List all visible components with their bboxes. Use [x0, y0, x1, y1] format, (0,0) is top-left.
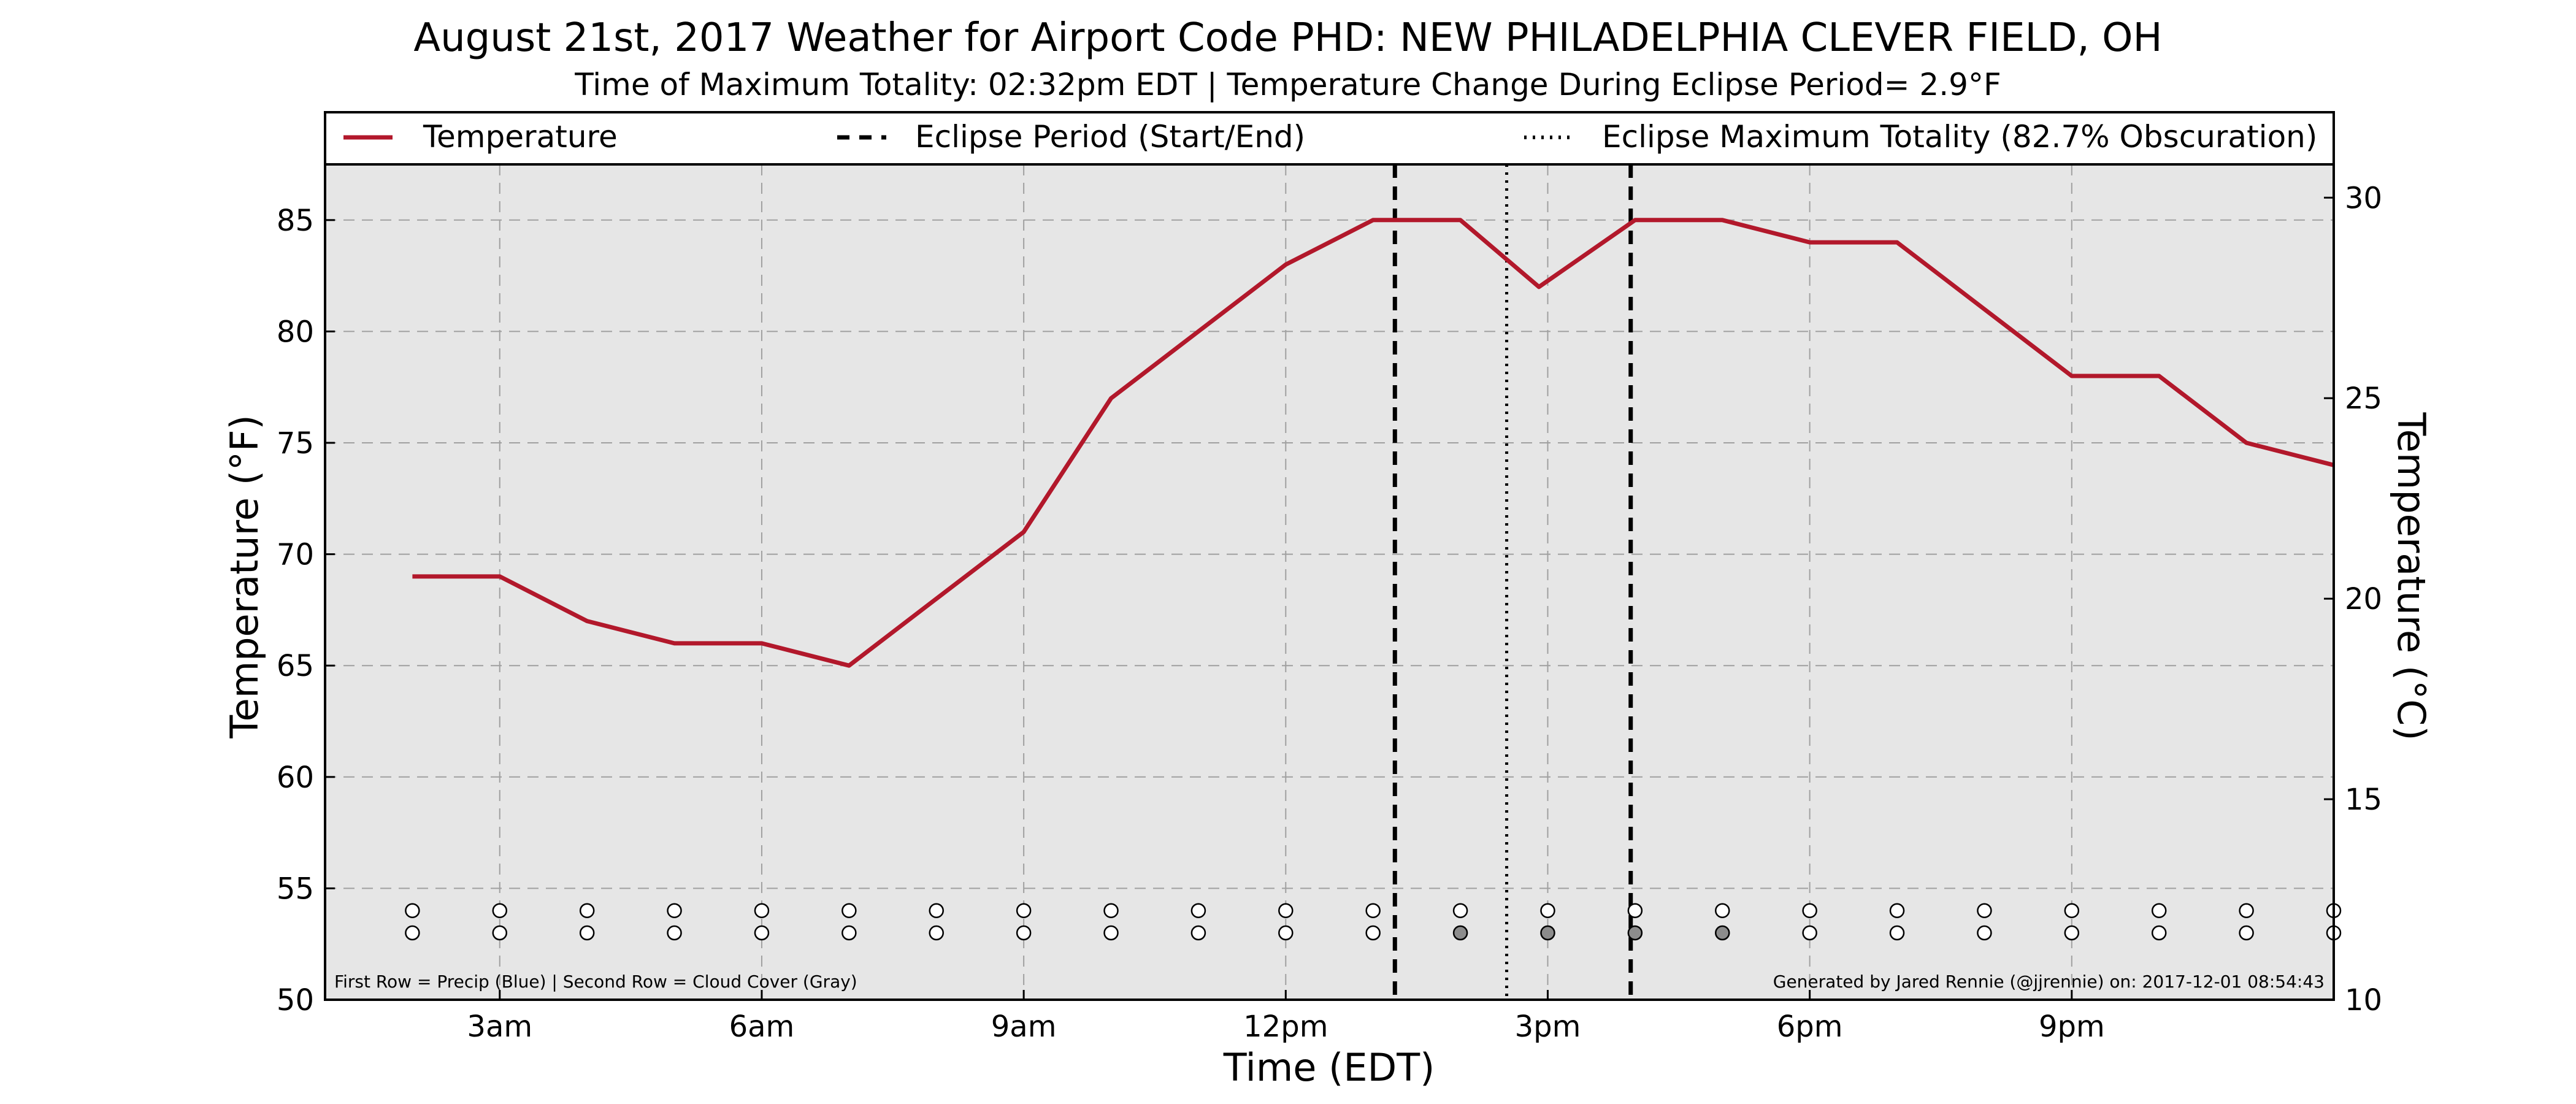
- precip-marker: [1715, 903, 1730, 918]
- cloud-cover-marker: [754, 925, 770, 941]
- precip-marker: [1190, 903, 1206, 918]
- cloud-cover-marker: [405, 925, 420, 941]
- cloud-cover-marker: [1977, 925, 1992, 941]
- precip-marker: [2064, 903, 2080, 918]
- precip-marker: [1016, 903, 1032, 918]
- y-axis-label-left: Temperature (°F): [222, 415, 267, 738]
- cloud-cover-marker: [1103, 925, 1119, 941]
- eclipse-lines: [1392, 164, 1633, 1000]
- cloud-cover-marker: [841, 925, 857, 941]
- temperature-series-line: [412, 218, 2334, 668]
- legend-box: [324, 111, 2335, 166]
- precip-cloud-markers: [405, 903, 2342, 941]
- x-tick-label: 6am: [729, 1010, 795, 1044]
- plot-background: [325, 164, 2334, 1000]
- precip-marker: [667, 903, 682, 918]
- precip-marker: [1365, 903, 1381, 918]
- x-tick-label: 9am: [991, 1010, 1057, 1044]
- y-tick-label-left: 85: [277, 204, 314, 238]
- cloud-cover-marker: [1190, 925, 1206, 941]
- y-tick-label-left: 80: [277, 315, 314, 349]
- precip-marker: [929, 903, 944, 918]
- precip-marker: [2239, 903, 2254, 918]
- precip-marker: [754, 903, 770, 918]
- precip-marker: [1103, 903, 1119, 918]
- y-tick-label-left: 55: [277, 872, 314, 906]
- y-tick-label-right: 15: [2345, 783, 2382, 817]
- precip-marker: [579, 903, 595, 918]
- chart-title: August 21st, 2017 Weather for Airport Co…: [413, 15, 2163, 61]
- x-tick-label: 9pm: [2039, 1010, 2105, 1044]
- cloud-cover-marker: [1452, 925, 1468, 941]
- y-tick-label-right: 20: [2345, 582, 2382, 616]
- x-tick-label: 6pm: [1777, 1010, 1843, 1044]
- precip-marker: [1540, 903, 1555, 918]
- x-tick-label: 3am: [467, 1010, 532, 1044]
- chart-subtitle: Time of Maximum Totality: 02:32pm EDT | …: [575, 67, 2001, 102]
- cloud-cover-marker: [2151, 925, 2167, 941]
- legend-temperature-label: Temperature: [423, 119, 618, 155]
- precip-marker: [1889, 903, 1905, 918]
- y-tick-label-left: 65: [277, 649, 314, 683]
- footnote-left: First Row = Precip (Blue) | Second Row =…: [334, 972, 857, 992]
- precip-marker: [1802, 903, 1817, 918]
- x-tick-label: 12pm: [1243, 1010, 1328, 1044]
- y-tick-label-left: 50: [277, 983, 314, 1018]
- precip-marker: [1627, 903, 1643, 918]
- cloud-cover-marker: [1278, 925, 1294, 941]
- y-tick-label-left: 60: [277, 761, 314, 795]
- y-tick-label-right: 25: [2345, 381, 2382, 416]
- cloud-cover-marker: [1715, 925, 1730, 941]
- precip-marker: [405, 903, 420, 918]
- cloud-cover-marker: [1627, 925, 1643, 941]
- precip-marker: [1452, 903, 1468, 918]
- cloud-cover-marker: [1365, 925, 1381, 941]
- cloud-cover-marker: [1540, 925, 1555, 941]
- x-tick-label: 3pm: [1515, 1010, 1581, 1044]
- footnote-right: Generated by Jared Rennie (@jjrennie) on…: [1773, 972, 2325, 992]
- precip-marker: [841, 903, 857, 918]
- y-tick-label-right: 30: [2345, 181, 2382, 215]
- precip-marker: [2151, 903, 2167, 918]
- legend-max-totality-label: Eclipse Maximum Totality (82.7% Obscurat…: [1602, 119, 2317, 155]
- precip-marker: [492, 903, 508, 918]
- legend-eclipse-period-label: Eclipse Period (Start/End): [915, 119, 1305, 155]
- axes: 50 55 60 65 70 75 80 85 10 15 20 25 30 3am 6am 9am 12pm 3…: [277, 181, 2382, 1044]
- precip-marker: [1278, 903, 1294, 918]
- grid-lines: [325, 164, 2334, 1000]
- y-tick-label-left: 70: [277, 538, 314, 572]
- cloud-cover-marker: [492, 925, 508, 941]
- cloud-cover-marker: [667, 925, 682, 941]
- x-axis-label: Time (EDT): [1223, 1045, 1435, 1090]
- y-tick-label-right: 10: [2345, 983, 2382, 1018]
- y-tick-label-left: 75: [277, 426, 314, 461]
- precip-marker: [1977, 903, 1992, 918]
- cloud-cover-marker: [929, 925, 944, 941]
- cloud-cover-marker: [579, 925, 595, 941]
- series-layer: [412, 218, 2334, 668]
- cloud-cover-marker: [1802, 925, 1817, 941]
- cloud-cover-marker: [2064, 925, 2080, 941]
- cloud-cover-marker: [2239, 925, 2254, 941]
- cloud-cover-marker: [1889, 925, 1905, 941]
- cloud-cover-marker: [1016, 925, 1032, 941]
- y-axis-label-right: Temperature (°C): [2389, 412, 2434, 740]
